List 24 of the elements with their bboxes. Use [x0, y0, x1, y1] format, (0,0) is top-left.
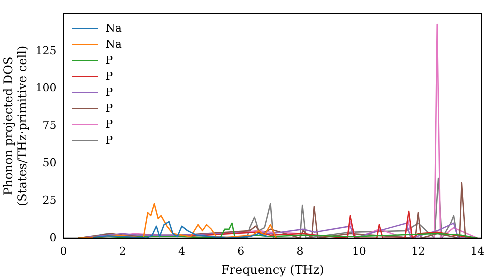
y-tick-label: 100 — [36, 82, 57, 95]
y-tick-label: 75 — [42, 119, 57, 132]
y-tick-label: 50 — [42, 156, 57, 170]
x-tick-label: 8 — [296, 244, 304, 258]
legend-label: P — [106, 70, 114, 82]
legend-label: P — [106, 102, 114, 114]
x-tick-label: 6 — [238, 244, 245, 258]
legend-label: P — [106, 118, 114, 130]
y-tick-label: 25 — [42, 194, 57, 207]
legend-label: P — [106, 134, 114, 146]
x-tick-label: 12 — [411, 244, 426, 258]
x-axis-title: Frequency (THz) — [221, 262, 324, 277]
legend-label: P — [106, 86, 114, 98]
y-tick-label: 125 — [36, 44, 57, 58]
x-tick-label: 14 — [470, 244, 485, 258]
y-axis-title: Phonon projected DOS (States/THz·primitive cell) — [1, 46, 30, 207]
x-tick-label: 4 — [178, 244, 186, 258]
legend-label: P — [106, 54, 114, 66]
legend-label: Na — [106, 22, 122, 34]
legend-label: Na — [106, 38, 122, 50]
x-tick-label: 2 — [119, 244, 126, 258]
x-tick-label: 10 — [352, 244, 366, 258]
x-tick-label: 0 — [60, 244, 68, 258]
y-tick-label: 0 — [50, 231, 57, 244]
